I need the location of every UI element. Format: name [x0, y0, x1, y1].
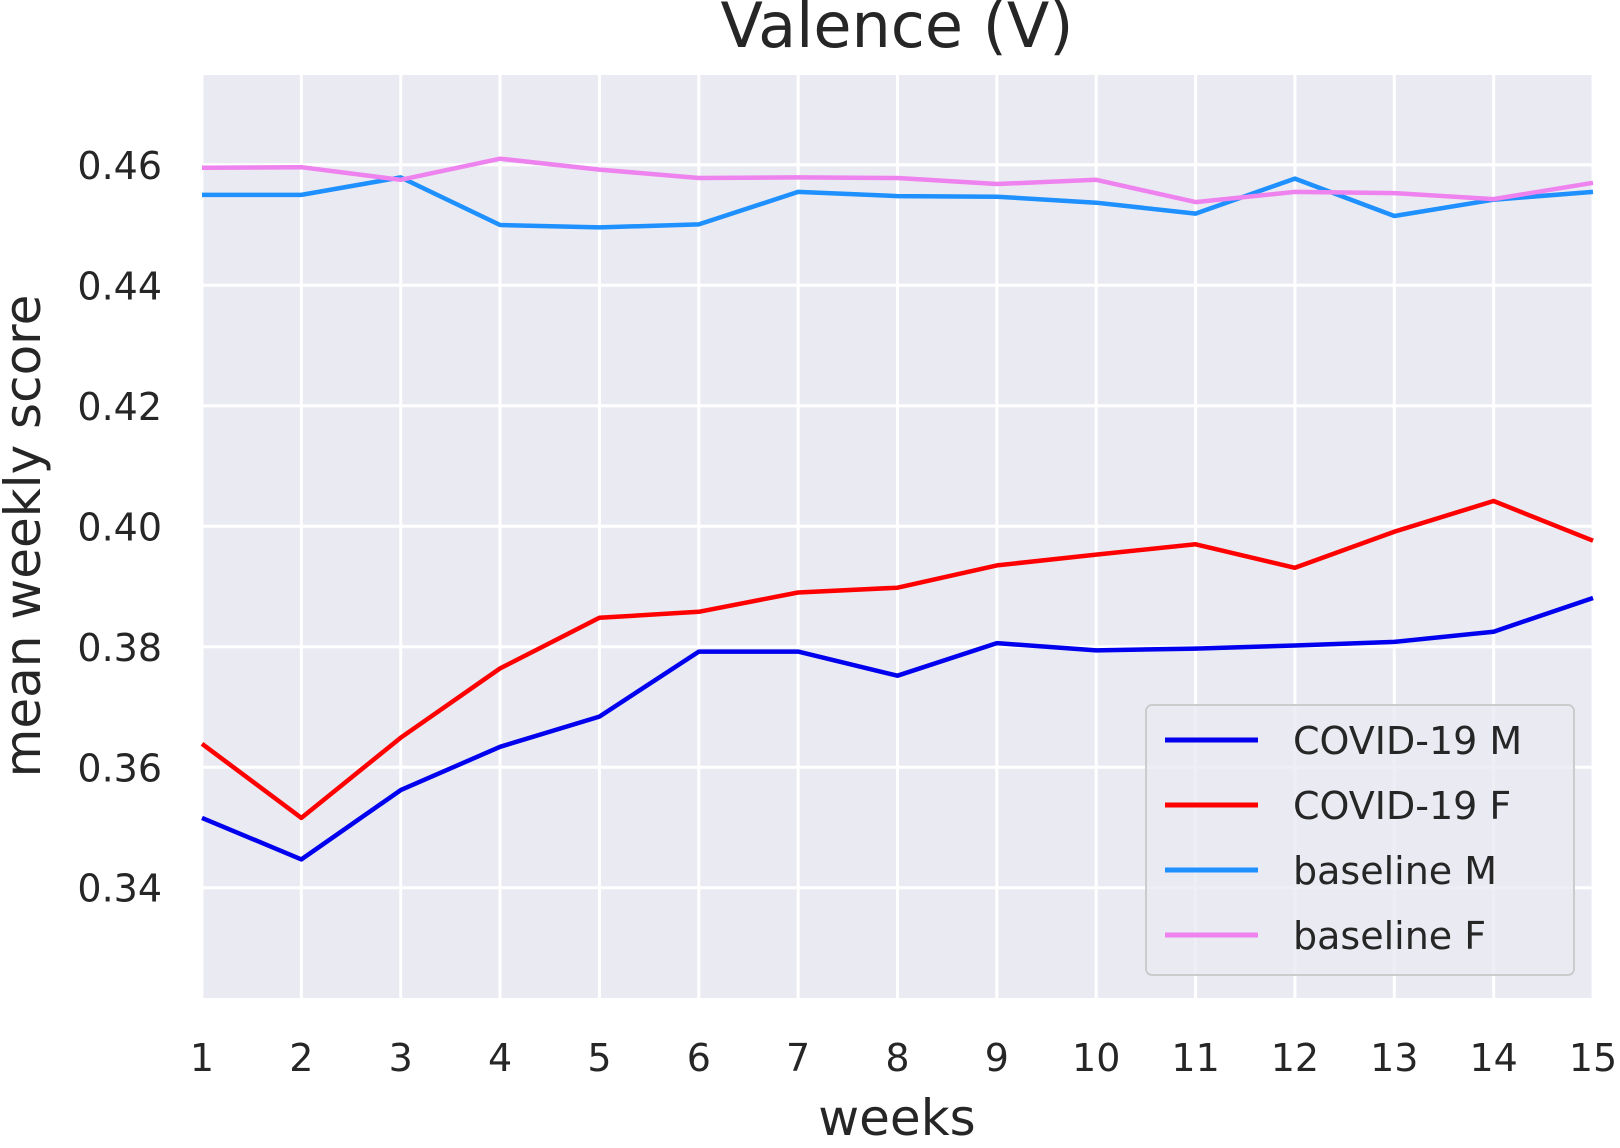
chart-title: Valence (V) [721, 0, 1074, 62]
series-line-covid-19-f [200, 498, 1594, 821]
x-tick-label: 11 [1171, 1036, 1219, 1080]
y-tick-labels: 0.34 0.36 0.38 0.40 0.42 0.44 0.46 [77, 144, 162, 911]
x-tick-label: 13 [1370, 1036, 1418, 1080]
legend-label: COVID-19 F [1293, 784, 1511, 828]
legend-label: baseline M [1293, 849, 1497, 893]
series-lines [200, 156, 1594, 862]
y-tick-label: 0.34 [77, 867, 162, 911]
x-tick-label: 5 [587, 1036, 611, 1080]
x-tick-label: 7 [786, 1036, 810, 1080]
y-tick-label: 0.44 [77, 264, 162, 308]
series-line-covid-19-m [201, 595, 1594, 862]
x-tick-label: 1 [190, 1036, 214, 1080]
series-line-baseline-f [201, 156, 1594, 205]
x-tick-label: 3 [389, 1036, 413, 1080]
y-tick-label: 0.42 [77, 385, 162, 429]
x-tick-label: 12 [1271, 1036, 1319, 1080]
x-tick-label: 9 [985, 1036, 1009, 1080]
y-tick-label: 0.38 [77, 626, 162, 670]
legend-label: baseline F [1293, 914, 1486, 958]
x-tick-labels: 1 2 3 4 5 6 7 8 9 10 11 12 13 14 15 [190, 1036, 1617, 1080]
y-tick-label: 0.40 [77, 505, 162, 549]
x-tick-label: 2 [289, 1036, 313, 1080]
x-tick-label: 8 [885, 1036, 909, 1080]
x-tick-label: 4 [488, 1036, 512, 1080]
y-tick-label: 0.46 [77, 144, 162, 188]
y-axis-label: mean weekly score [0, 295, 52, 778]
y-tick-label: 0.36 [77, 746, 162, 790]
legend-box [1145, 704, 1575, 976]
x-tick-label: 15 [1569, 1036, 1617, 1080]
legend: COVID-19 M COVID-19 F baseline M baseline F [1145, 704, 1575, 976]
x-tick-label: 6 [687, 1036, 711, 1080]
x-tick-label: 10 [1072, 1036, 1120, 1080]
series-line-baseline-m [202, 175, 1594, 230]
x-tick-label: 14 [1469, 1036, 1517, 1080]
legend-label: COVID-19 M [1293, 719, 1522, 763]
x-axis-label: weeks [818, 1089, 975, 1147]
